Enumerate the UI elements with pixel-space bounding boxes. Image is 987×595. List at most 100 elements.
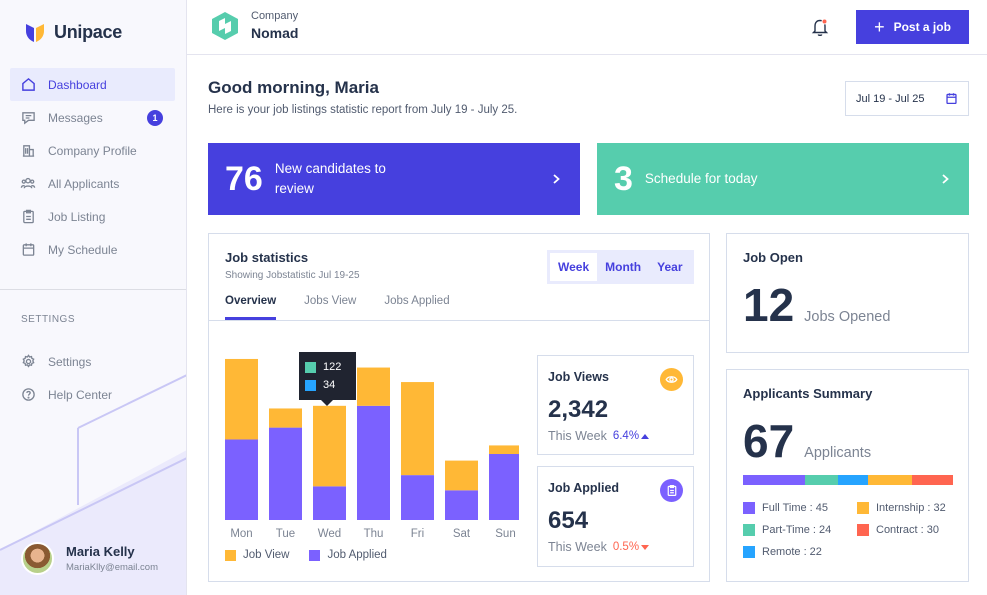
new-candidates-card[interactable]: 76 New candidates to review bbox=[208, 143, 580, 215]
job-views-footer: This Week 6.4% bbox=[548, 429, 650, 443]
bar-job-applied-sun[interactable] bbox=[489, 454, 519, 520]
tab-jobs-applied[interactable]: Jobs Applied bbox=[384, 295, 450, 307]
bar-job-view-sat[interactable] bbox=[445, 460, 478, 491]
sidebar-item-label: Settings bbox=[48, 354, 92, 369]
legend-swatch bbox=[309, 549, 321, 561]
legend-label: Internship : 32 bbox=[876, 502, 946, 514]
sidebar-item-label: My Schedule bbox=[48, 242, 118, 257]
legend-label: Remote : 22 bbox=[762, 546, 822, 558]
notification-button[interactable] bbox=[811, 17, 829, 42]
legend-internship: Internship : 32 bbox=[857, 502, 957, 514]
bar-job-view-thu[interactable] bbox=[357, 367, 390, 406]
bar-job-view-wed[interactable] bbox=[313, 405, 346, 487]
company-selector[interactable]: Company Nomad bbox=[211, 10, 298, 41]
x-tick-label: Thu bbox=[364, 528, 384, 540]
applicants-legend: Full Time : 45 Internship : 32 Part-Time… bbox=[743, 502, 958, 558]
page-title: Good morning, Maria bbox=[208, 78, 379, 97]
trend-up-icon bbox=[641, 433, 650, 439]
job-stats-subtitle: Showing Jobstatistic Jul 19-25 bbox=[225, 270, 360, 281]
sidebar-item-label: Dashboard bbox=[48, 77, 107, 92]
legend-full-time: Full Time : 45 bbox=[743, 502, 857, 514]
legend-label: Full Time : 45 bbox=[762, 502, 829, 514]
applicants-label: Applicants bbox=[804, 445, 872, 461]
settings-heading: SETTINGS bbox=[21, 314, 76, 325]
x-tick-label: Sun bbox=[495, 528, 515, 540]
bar-job-applied-wed[interactable] bbox=[313, 486, 346, 520]
tab-jobs-view[interactable]: Jobs View bbox=[304, 295, 357, 307]
sidebar-item-all-applicants[interactable]: All Applicants bbox=[10, 167, 175, 200]
post-job-button[interactable]: + Post a job bbox=[856, 10, 969, 44]
clipboard-icon bbox=[660, 479, 683, 502]
bar-job-view-mon[interactable] bbox=[225, 358, 258, 440]
job-views-period: This Week bbox=[548, 429, 607, 443]
legend-job-view: Job View bbox=[225, 549, 289, 561]
bar-job-applied-sat[interactable] bbox=[445, 490, 478, 520]
sidebar-item-label: Company Profile bbox=[48, 143, 137, 158]
bar-job-applied-fri[interactable] bbox=[401, 475, 434, 520]
date-range-value: Jul 19 - Jul 25 bbox=[856, 92, 925, 105]
help-icon bbox=[20, 387, 36, 403]
legend-swatch bbox=[857, 524, 869, 536]
bar-job-applied-thu[interactable] bbox=[357, 405, 390, 520]
period-week[interactable]: Week bbox=[550, 253, 598, 281]
bar-job-view-sun[interactable] bbox=[489, 445, 519, 454]
period-toggle: Week Month Year bbox=[547, 250, 694, 284]
job-views-title: Job Views bbox=[548, 370, 609, 384]
breakdown-segment bbox=[743, 475, 805, 485]
sidebar-item-label: Messages bbox=[48, 110, 103, 125]
chevron-right-icon bbox=[942, 174, 949, 184]
x-tick-label: Wed bbox=[318, 528, 341, 540]
bar-job-applied-mon[interactable] bbox=[225, 439, 258, 520]
job-stats-chart: Mon Tue Wed Thu Fri Sat Sun bbox=[225, 358, 519, 540]
schedule-today-card[interactable]: 3 Schedule for today bbox=[597, 143, 969, 215]
calendar-icon bbox=[946, 93, 957, 105]
period-month[interactable]: Month bbox=[605, 260, 642, 274]
bell-icon bbox=[811, 18, 829, 37]
card-label-line1: Schedule for today bbox=[644, 171, 758, 186]
applicants-summary-panel: Applicants Summary 67 Applicants Full Ti… bbox=[726, 369, 969, 582]
sidebar-item-job-listing[interactable]: Job Listing bbox=[10, 200, 175, 233]
bar-job-view-tue[interactable] bbox=[269, 408, 302, 428]
legend-job-applied: Job Applied bbox=[309, 549, 387, 561]
user-profile[interactable]: Maria Kelly MariaKlly@email.com bbox=[21, 542, 158, 575]
stats-tabs: Overview Jobs View Jobs Applied bbox=[225, 295, 450, 320]
settings-nav: Settings Help Center bbox=[10, 345, 175, 411]
brand-name: Unipace bbox=[54, 21, 122, 42]
chart-legend: Job View Job Applied bbox=[225, 549, 387, 561]
job-statistics-panel: Job statistics Showing Jobstatistic Jul … bbox=[208, 233, 710, 582]
breakdown-segment bbox=[837, 475, 868, 485]
tooltip-applied-swatch bbox=[305, 379, 316, 391]
job-applied-title: Job Applied bbox=[548, 481, 620, 495]
sidebar-item-help-center[interactable]: Help Center bbox=[10, 378, 175, 411]
users-icon bbox=[20, 176, 36, 192]
sidebar-item-my-schedule[interactable]: My Schedule bbox=[10, 233, 175, 266]
sidebar-item-settings[interactable]: Settings bbox=[10, 345, 175, 378]
bar-job-applied-tue[interactable] bbox=[269, 427, 302, 520]
breakdown-segment bbox=[804, 475, 838, 485]
applicants-stats: 67 Applicants bbox=[743, 414, 871, 468]
sidebar-item-dashboard[interactable]: Dashboard bbox=[10, 68, 175, 101]
legend-swatch bbox=[743, 524, 755, 536]
job-views-card: Job Views 2,342 This Week 6.4% bbox=[537, 355, 694, 455]
avatar bbox=[21, 542, 54, 575]
sidebar-nav: Dashboard Messages 1 Company Profile All… bbox=[10, 68, 175, 266]
sidebar-item-company-profile[interactable]: Company Profile bbox=[10, 134, 175, 167]
period-year[interactable]: Year bbox=[657, 260, 683, 274]
clipboard-icon bbox=[20, 209, 36, 225]
sidebar: Unipace Dashboard Messages 1 Company Pro… bbox=[0, 0, 187, 595]
user-name: Maria Kelly bbox=[66, 544, 135, 559]
sidebar-item-messages[interactable]: Messages 1 bbox=[10, 101, 175, 134]
date-range-picker[interactable]: Jul 19 - Jul 25 bbox=[845, 81, 969, 116]
x-tick-label: Tue bbox=[276, 528, 295, 540]
company-name: Nomad bbox=[251, 25, 299, 41]
tab-overview[interactable]: Overview bbox=[225, 295, 277, 320]
tooltip-view-swatch bbox=[305, 361, 316, 373]
company-logo-icon bbox=[212, 11, 238, 40]
legend-label: Contract : 30 bbox=[876, 524, 939, 536]
tooltip-applied-value: 34 bbox=[323, 379, 336, 391]
bar-job-view-fri[interactable] bbox=[401, 382, 434, 476]
job-open-count: 12 bbox=[743, 279, 795, 331]
company-label: Company bbox=[251, 10, 299, 22]
brand-logo[interactable]: Unipace bbox=[24, 20, 122, 44]
job-applied-footer: This Week 0.5% bbox=[548, 540, 650, 554]
